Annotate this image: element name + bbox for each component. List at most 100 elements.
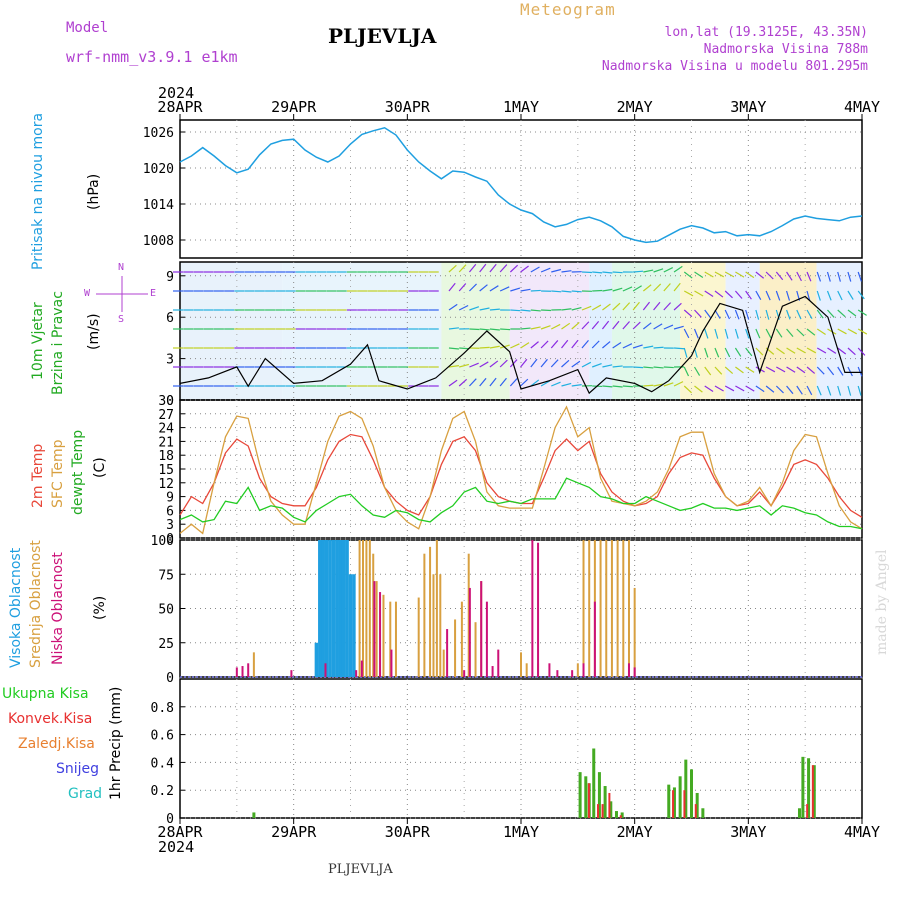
wind-arrow-380: [734, 309, 740, 320]
wind-arrow-310: [632, 301, 640, 311]
wind-arrow-390: [745, 366, 755, 373]
cloud-bar-2-8: [379, 592, 382, 677]
cloud-bar-1-18: [460, 601, 463, 677]
cloud-bar-1-27: [588, 540, 591, 677]
compass-n: N: [118, 262, 125, 273]
ytick-label-2-7: 21: [158, 435, 174, 450]
wind-arrow-308: [633, 270, 644, 273]
wind-arrow-289: [602, 303, 611, 311]
wind-arrow-429: [806, 309, 813, 319]
wind-arrow-312: [632, 344, 643, 349]
precip-bar-0-0: [252, 812, 256, 818]
wind-arrow-287: [602, 271, 613, 274]
year-bottom: 2024: [158, 838, 195, 856]
wind-arrow-232: [520, 288, 531, 292]
wind-arrow-420: [796, 271, 802, 282]
precip-bar-0-9: [620, 812, 624, 818]
precip-bar-0-6: [603, 786, 607, 818]
wind-arrow-201: [469, 362, 479, 368]
wind-arrow-458: [847, 328, 857, 335]
ytick-label-0-2: 1020: [143, 162, 174, 177]
elevation: Nadmorska Visina 788m: [703, 42, 868, 57]
precip-bar-0-5: [597, 772, 601, 818]
wind-arrow-226: [510, 309, 521, 312]
cloud-bar-1-25: [576, 663, 579, 677]
wind-arrow-393: [755, 290, 762, 301]
cloud-bar-1-6: [375, 581, 378, 677]
precip-bar-0-11: [672, 787, 676, 818]
wind-arrow-359: [704, 309, 712, 319]
wind-arrow-456: [847, 290, 854, 300]
cloud-bar-2-21: [571, 670, 574, 677]
wind-arrow-382: [734, 347, 742, 357]
wind-arrow-343: [683, 271, 693, 279]
wind-arrow-293: [602, 385, 613, 388]
wind-arrow-208: [479, 361, 489, 368]
wind-arrow-217: [499, 264, 508, 273]
wind-speed-line: [179, 295, 862, 395]
wind-arrow-237: [520, 378, 529, 387]
xtick-top-4: 2MAY: [617, 98, 653, 116]
precip-bar-0-15: [695, 792, 699, 818]
wind-arrow-449: [837, 290, 843, 301]
wind-arrow-193: [459, 347, 470, 350]
wind-arrow-294: [612, 271, 623, 274]
product-title: Meteogram: [520, 0, 616, 19]
precip-bar-0-18: [801, 756, 805, 818]
wind-arrow-398: [755, 385, 765, 393]
precip-bar-0-20: [812, 765, 816, 818]
wind-arrow-203: [479, 263, 487, 273]
model-label: Model: [66, 20, 109, 36]
wind-arrow-338: [673, 302, 682, 311]
wind-arrow-460: [847, 366, 853, 377]
cloud-bar-2-25: [633, 667, 636, 677]
wind-arrow-457: [847, 309, 857, 317]
wind-arrow-211: [489, 285, 499, 292]
wind-arrow-321: [643, 384, 654, 387]
cloud-bar-1-29: [599, 540, 602, 677]
wind-arrow-349: [683, 385, 692, 394]
cloud-bar-1-1: [358, 540, 361, 677]
wind-band-4: [589, 262, 612, 400]
wind-arrow-411: [776, 366, 786, 373]
compass-w: W: [84, 288, 91, 299]
wind-arrow-451: [837, 328, 847, 335]
ytick-label-1-0: 0: [166, 394, 174, 409]
wind-arrow-329: [663, 267, 674, 273]
precip-bar-0-7: [609, 801, 613, 818]
wind-arrow-464: [857, 309, 867, 316]
cloud-bar-1-14: [435, 540, 438, 677]
ytick-label-3-3: 75: [158, 568, 174, 583]
cloud-bar-0-5: [331, 540, 336, 677]
wind-arrow-241: [530, 326, 541, 330]
wind-arrow-433: [806, 385, 813, 396]
wind-arrow-269: [571, 321, 580, 330]
wind-arrow-282: [591, 304, 602, 311]
legend-hail: Grad: [68, 786, 103, 802]
wind-arrow-248: [540, 325, 551, 330]
wind-arrow-230: [509, 378, 518, 387]
wind-arrow-409: [775, 328, 783, 338]
cloud-bar-1-8: [389, 601, 392, 677]
cloud-bar-2-4: [324, 663, 327, 677]
wind-arrow-328: [653, 383, 664, 387]
xtick-bottom-2: 30APR: [385, 823, 431, 841]
wind-band-1: [282, 262, 442, 400]
wind-arrow-304: [622, 321, 630, 330]
wind-arrow-365: [714, 290, 724, 298]
wind-arrow-222: [499, 359, 508, 368]
wind-arrow-336: [673, 265, 683, 273]
cloud-bar-1-15: [439, 574, 442, 677]
wind-arrow-295: [612, 287, 623, 292]
wind-arrow-325: [653, 323, 663, 330]
ytick-label-4-2: 0.4: [151, 756, 175, 771]
wind-arrow-350: [694, 271, 704, 278]
wind-band-9: [816, 262, 862, 400]
wind-arrow-242: [530, 341, 539, 349]
wind-arrow-384: [735, 385, 745, 392]
wind-arrow-388: [745, 328, 750, 339]
cloud-bar-1-10: [417, 597, 420, 677]
wind-arrow-413: [786, 271, 793, 281]
wind-arrow-435: [816, 290, 821, 301]
wind-arrow-372: [724, 290, 733, 299]
